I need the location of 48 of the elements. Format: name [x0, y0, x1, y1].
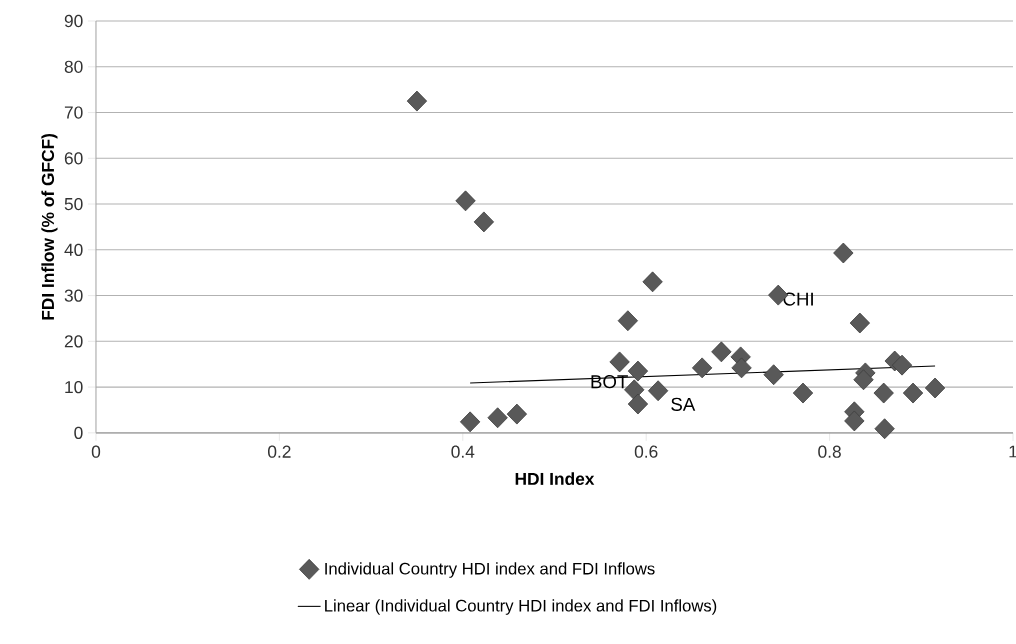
- point: [627, 360, 649, 382]
- point: [711, 341, 732, 363]
- point: [763, 364, 784, 386]
- y-tick-label: 30: [64, 289, 83, 302]
- y-tick-label: 20: [64, 335, 83, 348]
- point: [627, 393, 649, 415]
- x-axis-title: HDI Index: [515, 472, 595, 486]
- annotation: BOT: [591, 375, 628, 389]
- x-tick-label: 0.4: [451, 445, 475, 458]
- point: [874, 418, 895, 440]
- y-tick-label: 90: [64, 14, 83, 28]
- y-axis-title: FDI Inflow (% of GFCF): [41, 134, 58, 320]
- point: [406, 90, 428, 112]
- point: [731, 357, 752, 379]
- y-tick-label: 60: [64, 152, 83, 165]
- x-tick-label: 0: [91, 445, 101, 458]
- point: [844, 410, 865, 432]
- point: [924, 377, 946, 399]
- x-tick-label: 0.2: [268, 445, 291, 458]
- point: [833, 242, 854, 264]
- legend-label: Individual Country HDI index and FDI Inflows: [325, 562, 655, 578]
- point: [647, 380, 669, 402]
- y-tick-label: 40: [64, 243, 83, 257]
- point: [455, 190, 476, 212]
- point: [691, 357, 713, 379]
- y-tick-label: 0: [74, 426, 83, 440]
- point: [853, 369, 874, 391]
- y-tick-label: 70: [64, 106, 83, 119]
- point: [459, 411, 481, 433]
- point: [487, 407, 508, 429]
- point: [617, 310, 638, 332]
- point: [849, 312, 870, 334]
- y-tick-label: 50: [64, 198, 83, 211]
- point: [891, 354, 913, 376]
- point: [642, 271, 663, 293]
- point: [609, 351, 630, 373]
- legend-label: Linear (Individual Country HDI index and FDI Inflows): [325, 599, 717, 615]
- x-tick-label: 0.6: [634, 445, 658, 458]
- point: [792, 382, 814, 404]
- x-tick-label: 1: [1009, 445, 1016, 458]
- y-tick-label: 80: [64, 60, 83, 74]
- x-tick-label: 0.8: [818, 445, 841, 458]
- point: [902, 382, 924, 404]
- point: [506, 403, 528, 425]
- point: [473, 211, 495, 233]
- y-tick-label: 10: [65, 381, 83, 394]
- point: [873, 382, 894, 404]
- annotation: SA: [671, 397, 696, 412]
